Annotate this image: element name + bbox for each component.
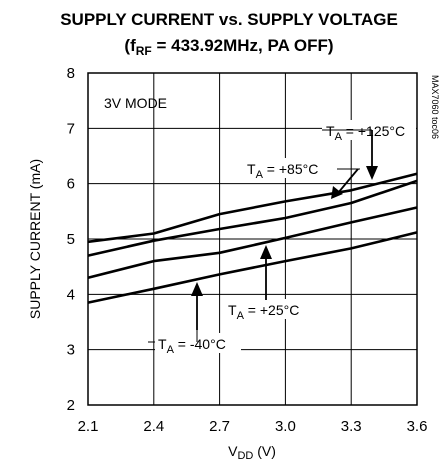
chart-subtitle: (fRF = 433.92MHz, PA OFF) [124,36,333,58]
series-line-0 [87,172,418,244]
x-tick-label-3: 3.0 [275,418,296,435]
arrow-25-icon [260,245,272,300]
annotation-85-bg [243,158,337,178]
x-tick-label-1: 2.4 [143,418,164,435]
arrow-m40-icon [191,282,203,330]
series-line-1 [87,179,418,257]
arrow-85-icon [331,168,359,199]
y-tick-label-6: 8 [67,65,75,82]
y-tick-label-3: 5 [67,231,75,248]
series-line-2 [87,206,418,279]
x-tick-labels: 2.1 2.4 2.7 3.0 3.3 3.6 [78,418,428,435]
x-axis-label: VDD (V) [228,443,276,462]
y-tick-labels: 2 3 4 5 6 7 8 [67,65,75,414]
y-tick-label-4: 6 [67,176,75,193]
series-line-3 [87,231,418,304]
annotation-85-label: TA = +85°C [247,161,318,181]
x-tick-label-0: 2.1 [78,418,99,435]
mode-label: 3V MODE [104,95,167,111]
y-tick-label-2: 4 [67,286,75,303]
annotation-25-label: TA = +25°C [228,302,299,322]
plot-frame [87,72,418,406]
y-tick-label-0: 2 [67,397,75,414]
series-lines [87,172,418,304]
x-tick-label-4: 3.3 [341,418,362,435]
arrow-125-icon [366,130,378,180]
chart-title: SUPPLY CURRENT vs. SUPPLY VOLTAGE [60,10,398,29]
annotation-25-bg [225,299,311,319]
annotation-125-label: TA = +125°C [326,123,405,143]
annotation-m40-label: TA = -40°C [158,336,226,356]
y-axis-label: SUPPLY CURRENT (mA) [27,159,43,319]
x-tick-label-5: 3.6 [407,418,428,435]
x-tick-label-2: 2.7 [209,418,230,435]
y-tick-label-1: 3 [67,342,75,359]
figure-code: MAX7060 toc06 [430,75,440,139]
y-tick-label-5: 7 [67,120,75,137]
annotation-m40-bg [155,333,241,353]
